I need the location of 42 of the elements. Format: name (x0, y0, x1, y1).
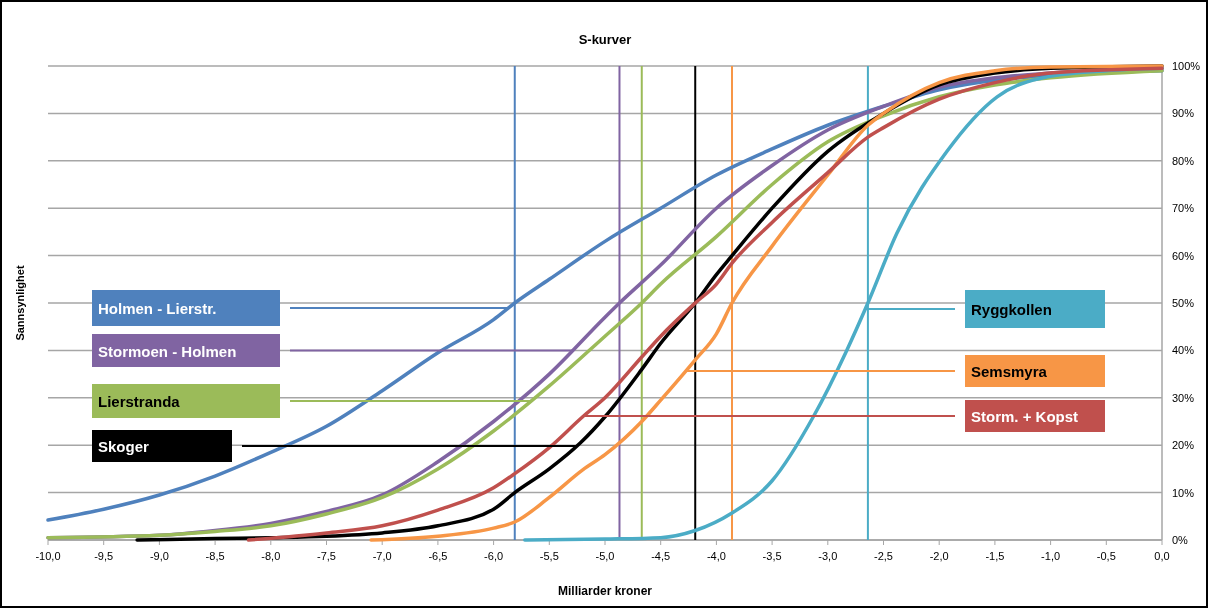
x-tick-label: -2,5 (874, 550, 893, 562)
x-tick-label: -5,0 (595, 550, 615, 562)
x-tick-label: -7,5 (317, 550, 336, 562)
x-tick-label: -0,5 (1096, 550, 1116, 562)
x-tick-label: -3,5 (762, 550, 782, 562)
x-tick-label: -4,0 (706, 550, 726, 562)
text: Holmen - Lierstr. (98, 300, 217, 317)
y-tick-label: 40% (1172, 344, 1195, 357)
text: Semsmyra (971, 363, 1048, 380)
x-tick-label: -1,0 (1041, 550, 1061, 562)
x-tick-label: -9,0 (149, 550, 169, 562)
text: Storm. + Kopst (971, 408, 1079, 425)
text: Lierstranda (98, 393, 181, 410)
text: Stormoen - Holmen (98, 342, 237, 360)
y-tick-label: 30% (1172, 391, 1195, 404)
y-tick-label: 50% (1172, 297, 1195, 309)
chart-title: S-kurver (578, 32, 632, 47)
y-axis-title: Sannsynlighet (14, 265, 26, 341)
x-tick-label: -9,5 (94, 550, 114, 562)
x-tick-label: -7,0 (372, 550, 392, 562)
y-tick-label: 20% (1172, 439, 1195, 452)
x-axis-title: Milliarder kroner (557, 584, 653, 598)
y-tick-label: 80% (1172, 154, 1195, 167)
text: Ryggkollen (971, 301, 1052, 318)
x-tick-label: -1,5 (985, 550, 1005, 562)
x-tick-label: -10,0 (35, 550, 61, 562)
x-tick-label: -6,5 (428, 550, 448, 562)
x-tick-label: -8,5 (205, 550, 225, 562)
y-tick-label: 90% (1172, 107, 1195, 120)
x-tick-label: -4,5 (651, 550, 671, 562)
x-tick-label: -6,0 (484, 550, 504, 562)
x-tick-label: -3,0 (818, 550, 838, 562)
y-tick-label: 70% (1172, 202, 1195, 215)
y-tick-label: 10% (1172, 486, 1195, 499)
x-tick-label: 0,0 (1154, 550, 1170, 562)
x-tick-label: -5,5 (539, 550, 559, 562)
x-tick-label: -2,0 (929, 550, 949, 562)
text: Skoger (98, 438, 150, 455)
y-tick-label: 100% (1172, 60, 1201, 72)
x-tick-label: -8,0 (261, 550, 281, 562)
y-tick-label: 60% (1172, 249, 1195, 262)
y-tick-label: 0% (1172, 534, 1189, 546)
